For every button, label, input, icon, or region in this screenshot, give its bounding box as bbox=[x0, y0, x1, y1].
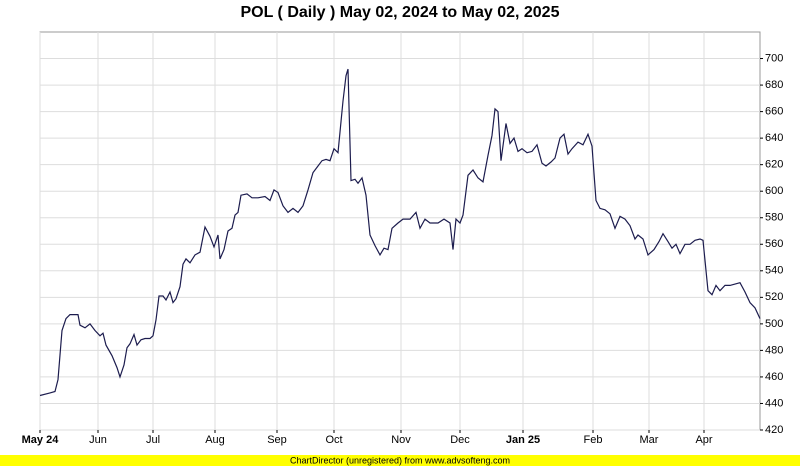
x-tick-label: May 24 bbox=[22, 434, 60, 446]
chart-title: POL ( Daily ) May 02, 2024 to May 02, 20… bbox=[241, 4, 560, 21]
x-tick-label: Feb bbox=[584, 434, 603, 446]
x-tick-label: Sep bbox=[267, 434, 287, 446]
y-tick-label: 560 bbox=[765, 238, 783, 250]
y-tick-label: 540 bbox=[765, 265, 783, 277]
x-tick-label: Nov bbox=[391, 434, 411, 446]
x-tick-label: Jul bbox=[146, 434, 160, 446]
x-tick-label: Jun bbox=[89, 434, 107, 446]
y-tick-label: 660 bbox=[765, 106, 783, 118]
footer: ChartDirector (unregistered) from www.ad… bbox=[290, 455, 510, 465]
y-tick-label: 700 bbox=[765, 52, 783, 64]
x-tick-label: Jan 25 bbox=[506, 434, 540, 446]
x-tick-label: Mar bbox=[640, 434, 659, 446]
y-tick-label: 520 bbox=[765, 291, 783, 303]
y-tick-label: 640 bbox=[765, 132, 783, 144]
x-tick-label: Oct bbox=[325, 434, 342, 446]
x-tick-label: Aug bbox=[205, 434, 225, 446]
y-tick-label: 440 bbox=[765, 397, 783, 409]
y-tick-label: 620 bbox=[765, 159, 783, 171]
y-tick-label: 420 bbox=[765, 424, 783, 436]
y-tick-label: 500 bbox=[765, 318, 783, 330]
x-tick-label: Dec bbox=[450, 434, 470, 446]
y-tick-label: 460 bbox=[765, 371, 783, 383]
price-line bbox=[39, 68, 761, 397]
y-tick-label: 580 bbox=[765, 212, 783, 224]
x-tick-label: Apr bbox=[695, 434, 712, 446]
y-tick-label: 480 bbox=[765, 344, 783, 356]
footer-band bbox=[0, 455, 800, 466]
y-tick-label: 600 bbox=[765, 185, 783, 197]
plot-area bbox=[39, 31, 761, 431]
y-tick-label: 680 bbox=[765, 79, 783, 91]
